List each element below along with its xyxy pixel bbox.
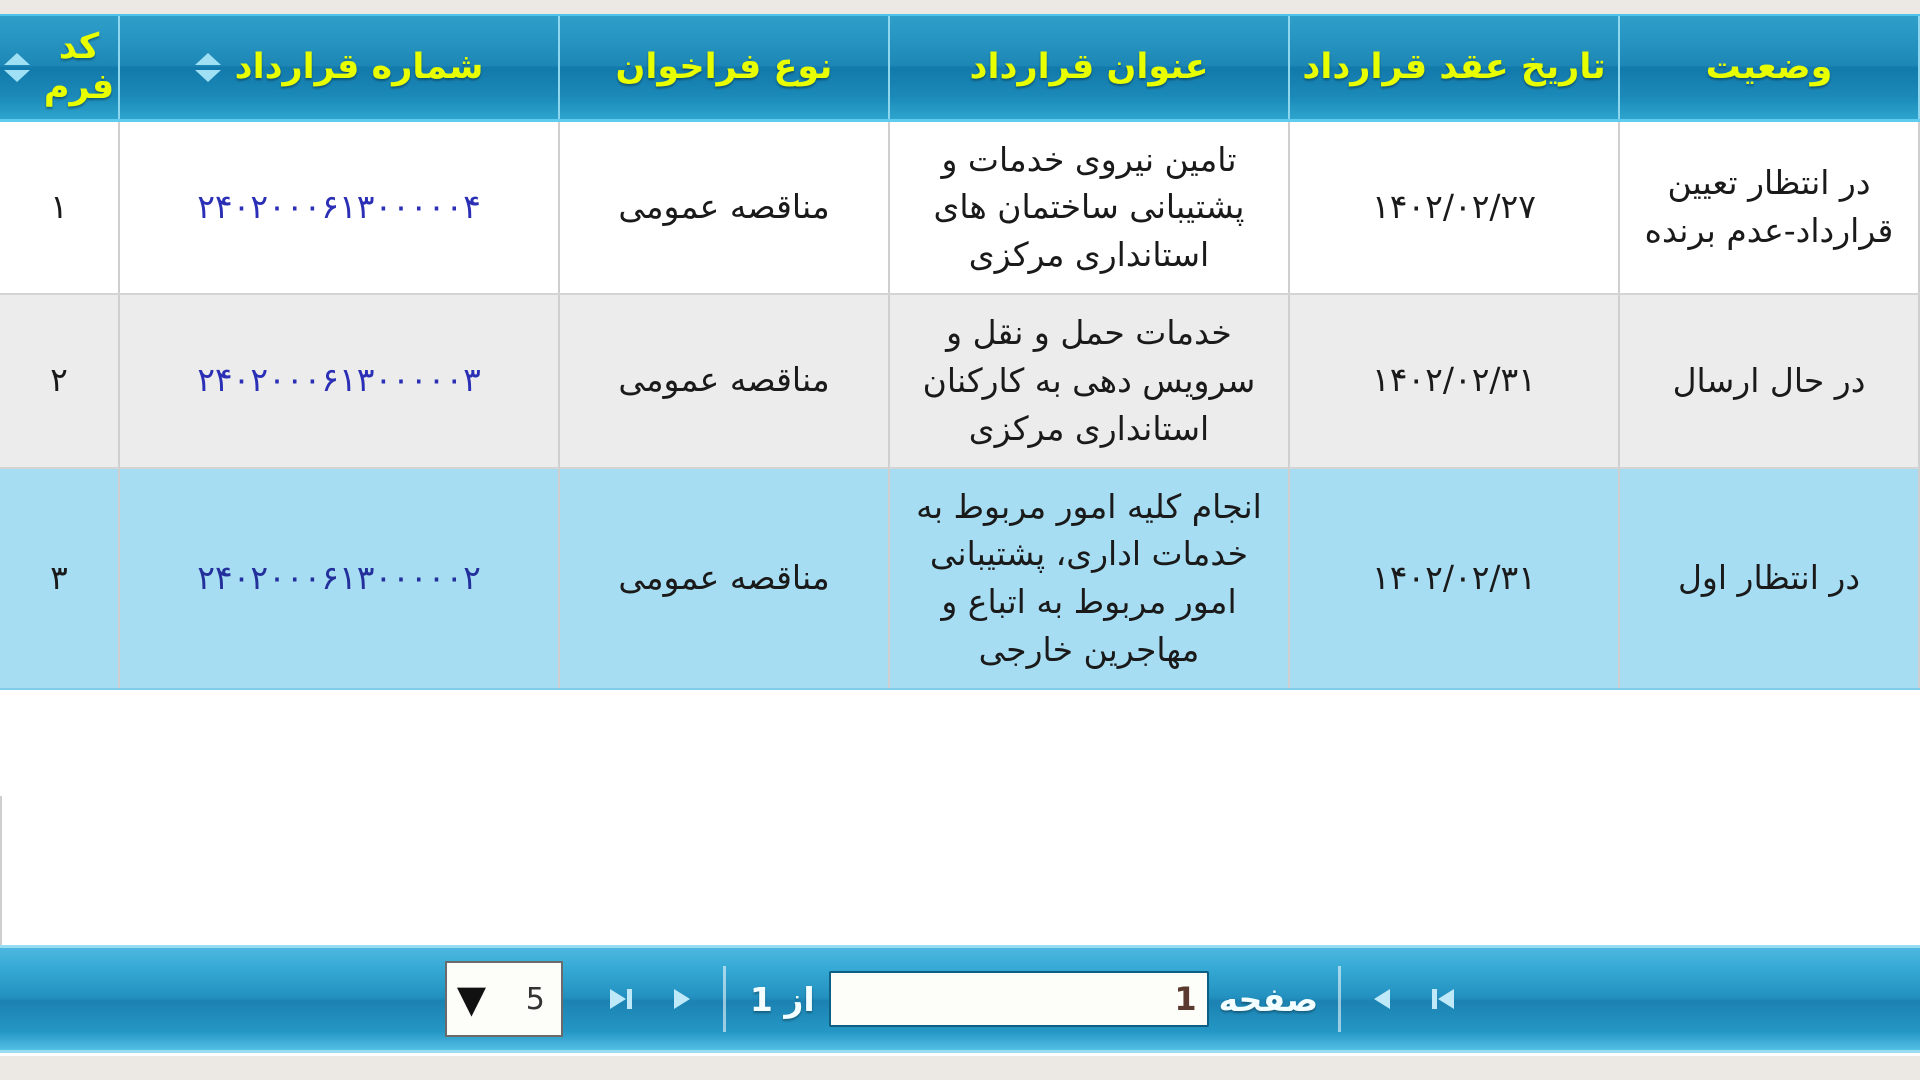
cell-title: تامین نیروی خدمات و پشتیبانی ساختمان های… — [888, 120, 1290, 296]
sort-toggle-contract-number-icon[interactable] — [194, 52, 221, 82]
cell-row-code: ۲ — [0, 294, 120, 469]
cell-tender-type: مناقصه عمومی — [558, 294, 890, 469]
table-row[interactable]: در انتظار اول ۱۴۰۲/۰۲/۳۱ انجام کلیه امور… — [0, 467, 1920, 690]
cell-contract-number: ۲۴۰۲۰۰۰۶۱۳۰۰۰۰۰۳ — [118, 294, 560, 469]
top-strip — [0, 0, 1920, 14]
cell-contract-number: ۲۴۰۲۰۰۰۶۱۳۰۰۰۰۰۲ — [118, 467, 560, 690]
column-header-contract-date-label: تاریخ عقد قرارداد — [1302, 47, 1606, 88]
cell-tender-type: مناقصه عمومی — [558, 120, 890, 296]
cell-tender-type: مناقصه عمومی — [558, 467, 890, 690]
page-label: صفحه — [1218, 979, 1319, 1019]
page-size-value: 5 — [525, 981, 545, 1017]
pagination-divider — [722, 966, 726, 1032]
table-body: در انتظار تعیین قرارداد-عدم برنده ۱۴۰۲/۰… — [0, 120, 1920, 690]
cell-contract-date: ۱۴۰۲/۰۲/۲۷ — [1288, 120, 1620, 296]
column-header-status-label: وضعیت — [1705, 47, 1833, 88]
cell-row-code: ۳ — [0, 467, 120, 690]
cell-status: در انتظار تعیین قرارداد-عدم برنده — [1618, 120, 1920, 296]
column-header-contract-number-label: شماره قرارداد — [234, 47, 484, 88]
contracts-table: وضعیت تاریخ عقد قرارداد عنوان قرارداد — [0, 16, 1920, 690]
contract-number-link[interactable]: ۲۴۰۲۰۰۰۶۱۳۰۰۰۰۰۴ — [197, 186, 481, 226]
sort-toggle-row-code-icon[interactable] — [3, 52, 30, 82]
next-page-button[interactable] — [1351, 945, 1413, 1053]
column-header-tender-type[interactable]: نوع فراخوان — [558, 16, 890, 122]
total-pages-label: از 1 — [749, 979, 815, 1019]
contract-number-link[interactable]: ۲۴۰۲۰۰۰۶۱۳۰۰۰۰۰۲ — [197, 557, 481, 597]
column-header-title[interactable]: عنوان قرارداد — [888, 16, 1290, 122]
column-header-contract-date[interactable]: تاریخ عقد قرارداد — [1288, 16, 1620, 122]
cell-title: خدمات حمل و نقل و سرویس دهی به کارکنان ا… — [888, 294, 1290, 469]
pagination-right-group — [589, 948, 736, 1050]
cell-status: در حال ارسال — [1618, 294, 1920, 469]
bottom-strip — [0, 1056, 1920, 1080]
table-header: وضعیت تاریخ عقد قرارداد عنوان قرارداد — [0, 16, 1920, 122]
column-header-contract-number[interactable]: شماره قرارداد — [118, 16, 560, 122]
first-page-icon — [609, 989, 632, 1009]
cell-status: در انتظار اول — [1618, 467, 1920, 690]
table-row[interactable]: در انتظار تعیین قرارداد-عدم برنده ۱۴۰۲/۰… — [0, 120, 1920, 296]
pagination-divider — [1338, 966, 1342, 1032]
cell-contract-date: ۱۴۰۲/۰۲/۳۱ — [1288, 467, 1620, 690]
table-header-row: وضعیت تاریخ عقد قرارداد عنوان قرارداد — [0, 16, 1920, 122]
grid-empty-area — [0, 796, 1920, 946]
pagination-left-group — [1328, 948, 1475, 1050]
column-header-row-code-label: کد فرم — [43, 27, 115, 108]
previous-page-icon — [673, 989, 690, 1009]
cell-contract-number: ۲۴۰۲۰۰۰۶۱۳۰۰۰۰۰۴ — [118, 120, 560, 296]
first-page-button[interactable] — [589, 945, 651, 1053]
cell-row-code: ۱ — [0, 120, 120, 296]
cell-title: انجام کلیه امور مربوط به خدمات اداری، پش… — [888, 467, 1290, 690]
column-header-title-label: عنوان قرارداد — [969, 47, 1209, 88]
column-header-row-code[interactable]: کد فرم — [0, 16, 120, 122]
table-row[interactable]: در حال ارسال ۱۴۰۲/۰۲/۳۱ خدمات حمل و نقل … — [0, 294, 1920, 469]
last-page-button[interactable] — [1413, 945, 1475, 1053]
cell-contract-date: ۱۴۰۲/۰۲/۳۱ — [1288, 294, 1620, 469]
column-header-status[interactable]: وضعیت — [1618, 16, 1920, 122]
next-page-icon — [1374, 989, 1391, 1009]
contract-number-link[interactable]: ۲۴۰۲۰۰۰۶۱۳۰۰۰۰۰۳ — [197, 360, 481, 400]
previous-page-button[interactable] — [651, 945, 713, 1053]
last-page-icon — [1432, 989, 1455, 1009]
pagination-page-group: صفحه از 1 — [736, 948, 1328, 1050]
column-header-tender-type-label: نوع فراخوان — [615, 47, 833, 88]
page-size-select[interactable]: ▼ 5 — [444, 961, 563, 1037]
chevron-down-icon: ▼ — [456, 977, 487, 1021]
contracts-grid: وضعیت تاریخ عقد قرارداد عنوان قرارداد — [0, 14, 1920, 946]
pagination-bar: صفحه از 1 ▼ 5 — [0, 945, 1920, 1053]
page-number-input[interactable] — [828, 971, 1209, 1027]
